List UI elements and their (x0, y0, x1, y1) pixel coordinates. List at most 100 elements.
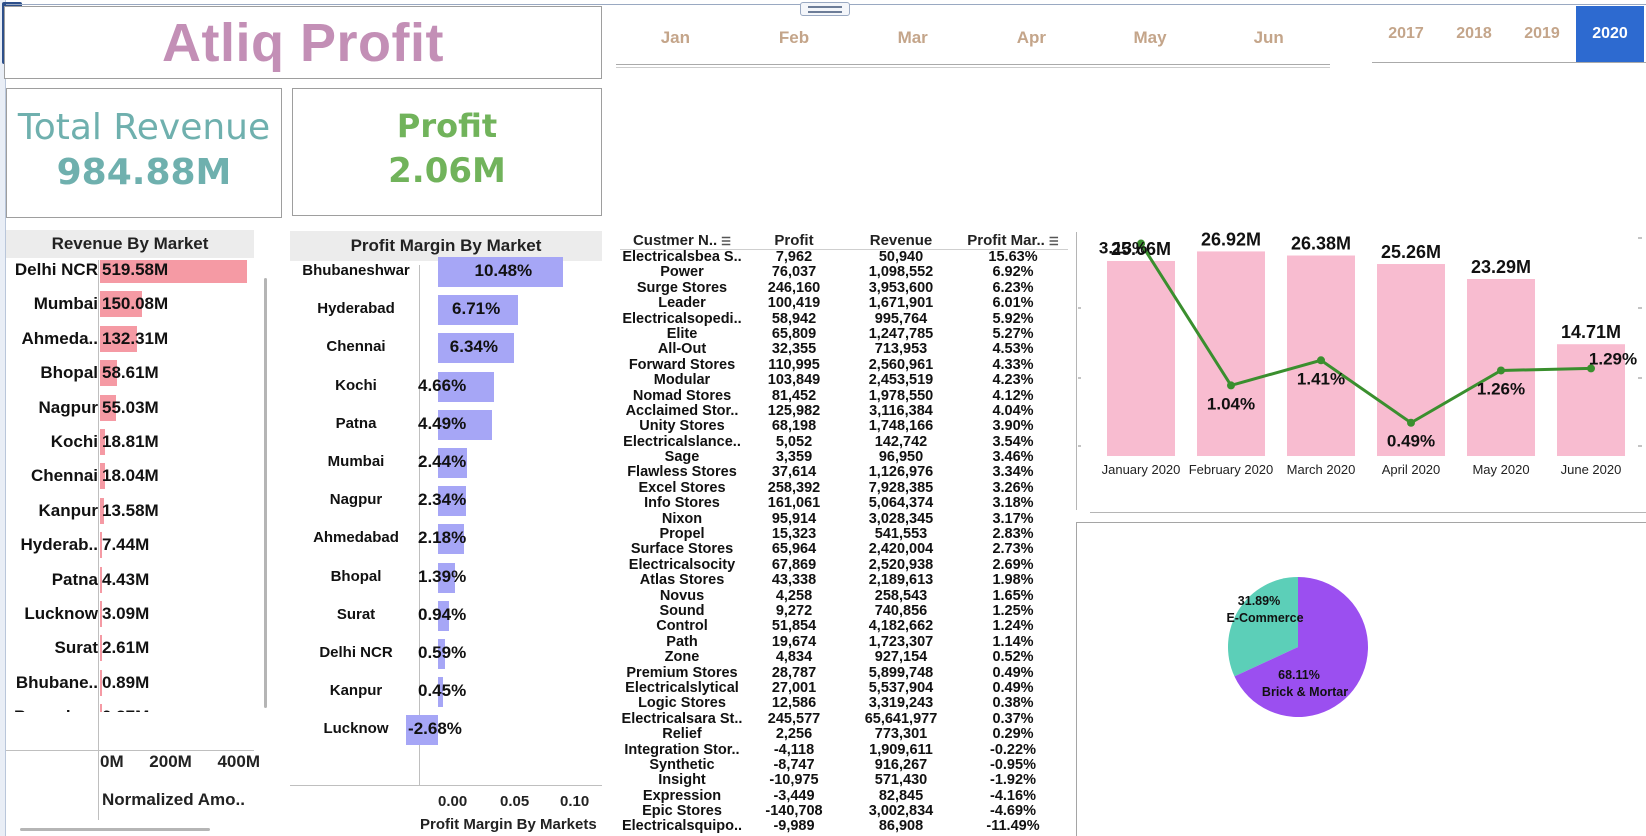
revenue-market-row[interactable]: Hyderab.. 7.44M (6, 527, 254, 563)
table-row[interactable]: Power 76,037 1,098,552 6.92% (620, 264, 1068, 280)
column-header-revenue[interactable]: Revenue (869, 232, 933, 249)
table-row[interactable]: Control 51,854 4,182,662 1.24% (620, 618, 1068, 634)
margin-bar[interactable] (438, 295, 519, 326)
margin-trend-point[interactable] (1227, 381, 1235, 390)
margin-bar[interactable] (438, 600, 450, 631)
revenue-market-row[interactable]: Surat 2.61M (6, 630, 254, 666)
margin-market-row[interactable]: Nagpur 2.34% (290, 480, 602, 520)
revenue-bar[interactable] (100, 260, 247, 283)
table-row[interactable]: Epic Stores -140,708 3,002,834 -4.69% (620, 803, 1068, 819)
margin-trend-point[interactable] (1137, 239, 1145, 248)
revenue-market-row[interactable]: Ahmeda.. 132.31M (6, 321, 254, 357)
sort-icon[interactable]: ☰ (721, 236, 732, 248)
table-row[interactable]: Electricalsara St.. 245,577 65,641,977 0.37… (620, 711, 1068, 727)
margin-trend-point[interactable] (1407, 418, 1415, 427)
column-header-profit[interactable]: Profit (774, 232, 814, 249)
year-filter-2020[interactable]: 2020 (1576, 6, 1644, 62)
margin-bar[interactable] (438, 409, 492, 440)
table-row[interactable]: Logic Stores 12,586 3,319,243 0.38% (620, 695, 1068, 711)
margin-bar[interactable] (438, 524, 464, 555)
revenue-market-row[interactable]: Delhi NCR 519.58M (6, 260, 254, 288)
margin-market-row[interactable]: Bhubaneshwar 10.48% (290, 251, 602, 291)
month-filter-feb[interactable]: Feb (778, 28, 810, 47)
margin-bar[interactable] (438, 333, 514, 364)
month-revenue-bar[interactable] (1557, 344, 1625, 456)
revenue-bar[interactable] (100, 635, 102, 662)
margin-bar[interactable] (438, 371, 494, 402)
month-filter-apr[interactable]: Apr (1016, 28, 1046, 47)
table-row[interactable]: Modular 103,849 2,453,519 4.23% (620, 372, 1068, 388)
sort-icon[interactable]: ☰ (1048, 236, 1059, 248)
revenue-market-row[interactable]: Bhopal 58.61M (6, 355, 254, 391)
table-row[interactable]: Integration Stor.. -4,118 1,909,611 -0.22% (620, 742, 1068, 758)
margin-market-row[interactable]: Chennai 6.34% (290, 327, 602, 367)
revenue-market-row[interactable]: Mumbai 150.08M (6, 286, 254, 322)
revenue-market-row[interactable]: Kanpur 13.58M (6, 493, 254, 529)
table-row[interactable]: Electricalsbea S.. 7,962 50,940 15.63% (620, 249, 1068, 265)
margin-bar[interactable] (438, 562, 455, 593)
month-revenue-bar[interactable] (1107, 260, 1175, 456)
revenue-market-row[interactable]: Chennai 18.04M (6, 458, 254, 494)
margin-market-row[interactable]: Bhopal 1.39% (290, 557, 602, 597)
revenue-bar[interactable] (100, 291, 143, 318)
year-filter-2019[interactable]: 2019 (1524, 25, 1560, 42)
month-revenue-bar[interactable] (1377, 264, 1445, 456)
margin-trend-point[interactable] (1317, 356, 1325, 365)
table-row[interactable]: Info Stores 161,061 5,064,374 3.18% (620, 495, 1068, 511)
margin-bar[interactable] (438, 639, 446, 669)
margin-bar[interactable] (438, 486, 466, 517)
margin-market-row[interactable]: Lucknow -2.68% (290, 709, 602, 749)
margin-bar[interactable] (438, 677, 444, 708)
table-row[interactable]: Novus 4,258 258,543 1.65% (620, 588, 1068, 604)
month-revenue-bar[interactable] (1287, 255, 1355, 456)
margin-trend-point[interactable] (1587, 364, 1595, 373)
resize-grip[interactable] (800, 2, 850, 16)
table-row[interactable]: Nixon 95,914 3,028,345 3.17% (620, 511, 1068, 527)
column-header-customer[interactable]: Custmer N.. ☰ (632, 232, 732, 249)
month-filter-may[interactable]: May (1133, 28, 1167, 47)
margin-market-row[interactable]: Patna 4.49% (290, 404, 602, 444)
revenue-market-row[interactable]: Patna 4.43M (6, 562, 254, 598)
table-row[interactable]: Excel Stores 258,392 7,928,385 3.26% (620, 480, 1068, 496)
month-filter-mar[interactable]: Mar (897, 28, 928, 47)
table-row[interactable]: Zone 4,834 927,154 0.52% (620, 649, 1068, 665)
margin-market-row[interactable]: Mumbai 2.44% (290, 442, 602, 482)
margin-bar[interactable] (406, 715, 438, 746)
revenue-bar[interactable] (100, 566, 102, 593)
table-row[interactable]: Sound 9,272 740,856 1.25% (620, 603, 1068, 619)
table-row[interactable]: Propel 15,323 541,553 2.83% (620, 526, 1068, 542)
margin-trend-point[interactable] (1497, 366, 1505, 375)
table-row[interactable]: Sage 3,359 96,950 3.46% (620, 449, 1068, 465)
table-row[interactable]: Acclaimed Stor.. 125,982 3,116,384 4.04% (620, 403, 1068, 419)
table-row[interactable]: Expression -3,449 82,845 -4.16% (620, 788, 1068, 804)
revenue-market-row[interactable]: Kochi 18.81M (6, 424, 254, 460)
table-row[interactable]: Leader 100,419 1,671,901 6.01% (620, 295, 1068, 311)
table-row[interactable]: Path 19,674 1,723,307 1.14% (620, 634, 1068, 650)
table-row[interactable]: Unity Stores 68,198 1,748,166 3.90% (620, 418, 1068, 434)
table-row[interactable]: Flawless Stores 37,614 1,126,976 3.34% (620, 465, 1068, 481)
month-filter-jun[interactable]: Jun (1253, 28, 1284, 47)
revenue-market-row[interactable]: Nagpur 55.03M (6, 390, 254, 426)
revenue-market-row[interactable]: Lucknow 3.09M (6, 596, 254, 632)
table-row[interactable]: Synthetic -8,747 916,267 -0.95% (620, 757, 1068, 773)
table-row[interactable]: Electricalslance.. 5,052 142,742 3.54% (620, 434, 1068, 450)
margin-market-row[interactable]: Hyderabad 6.71% (290, 289, 602, 329)
pie-slice[interactable] (1228, 577, 1298, 677)
table-row[interactable]: Electricalsopedi.. 58,942 995,764 5.92% (620, 311, 1068, 327)
revenue-bar[interactable] (100, 463, 106, 490)
revenue-market-row[interactable]: Bengaluru 0.37M (6, 699, 254, 712)
revenue-bar[interactable] (100, 497, 104, 524)
margin-market-row[interactable]: Delhi NCR 0.59% (290, 633, 602, 673)
table-row[interactable]: Electricalslytical 27,001 5,537,904 0.49% (620, 680, 1068, 696)
revenue-chart-hscrollbar[interactable] (20, 828, 210, 831)
column-header-profit-margin[interactable]: Profit Mar.. ☰ (967, 232, 1059, 249)
table-row[interactable]: Surface Stores 65,964 2,420,004 2.73% (620, 542, 1068, 558)
margin-market-row[interactable]: Kochi 4.66% (290, 366, 602, 406)
year-filter-2018[interactable]: 2018 (1456, 25, 1492, 42)
margin-market-row[interactable]: Ahmedabad 2.18% (290, 518, 602, 558)
table-row[interactable]: Relief 2,256 773,301 0.29% (620, 726, 1068, 742)
table-row[interactable]: Electricalsquipo.. -9,989 86,908 -11.49% (620, 819, 1068, 835)
margin-bar[interactable] (438, 448, 468, 478)
revenue-bar[interactable] (100, 429, 106, 455)
margin-bar[interactable] (438, 257, 563, 287)
